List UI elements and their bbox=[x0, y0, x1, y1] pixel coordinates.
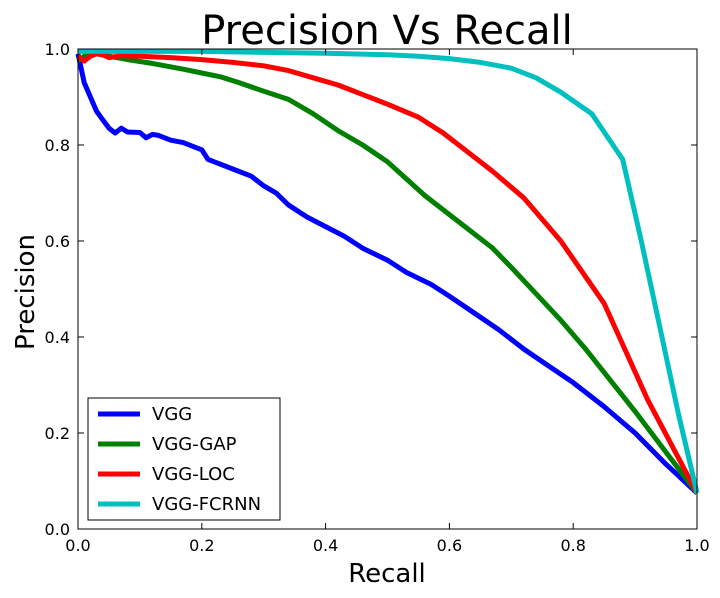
x-axis-label: Recall bbox=[348, 559, 426, 589]
series-line-0 bbox=[75, 53, 699, 495]
x-tick-label: 0.2 bbox=[189, 536, 214, 555]
y-tick-label: 0.2 bbox=[45, 424, 70, 443]
y-axis-label: Precision bbox=[11, 234, 41, 350]
y-tick-label: 0.0 bbox=[45, 520, 70, 539]
chart-title: Precision Vs Recall bbox=[201, 8, 572, 54]
y-tick-label: 0.6 bbox=[45, 232, 70, 251]
axes-frame bbox=[77, 48, 698, 530]
y-tick-label: 1.0 bbox=[45, 40, 70, 59]
x-tick-label: 0.0 bbox=[65, 536, 90, 555]
series-line-1 bbox=[76, 51, 699, 495]
legend-box bbox=[87, 397, 281, 521]
legend: VGG VGG-GAP VGG-LOC VGG-FCRNN bbox=[87, 397, 281, 521]
legend-label-3: VGG-FCRNN bbox=[152, 494, 261, 515]
x-tick-label: 0.4 bbox=[313, 536, 338, 555]
ticks-layer: 0.0 0.2 0.4 0.6 0.8 1.0 0.0 0.2 0.4 0.6 0.8 1.0 bbox=[45, 40, 710, 555]
x-tick-label: 0.6 bbox=[437, 536, 462, 555]
x-tick-label: 1.0 bbox=[684, 536, 709, 555]
legend-label-2: VGG-LOC bbox=[152, 464, 235, 485]
y-tick-label: 0.8 bbox=[45, 136, 70, 155]
x-tick-label: 0.8 bbox=[560, 536, 585, 555]
legend-label-0: VGG bbox=[152, 404, 192, 425]
y-tick-label: 0.4 bbox=[45, 328, 70, 347]
legend-label-1: VGG-GAP bbox=[152, 434, 237, 455]
series-line-2 bbox=[76, 51, 700, 495]
